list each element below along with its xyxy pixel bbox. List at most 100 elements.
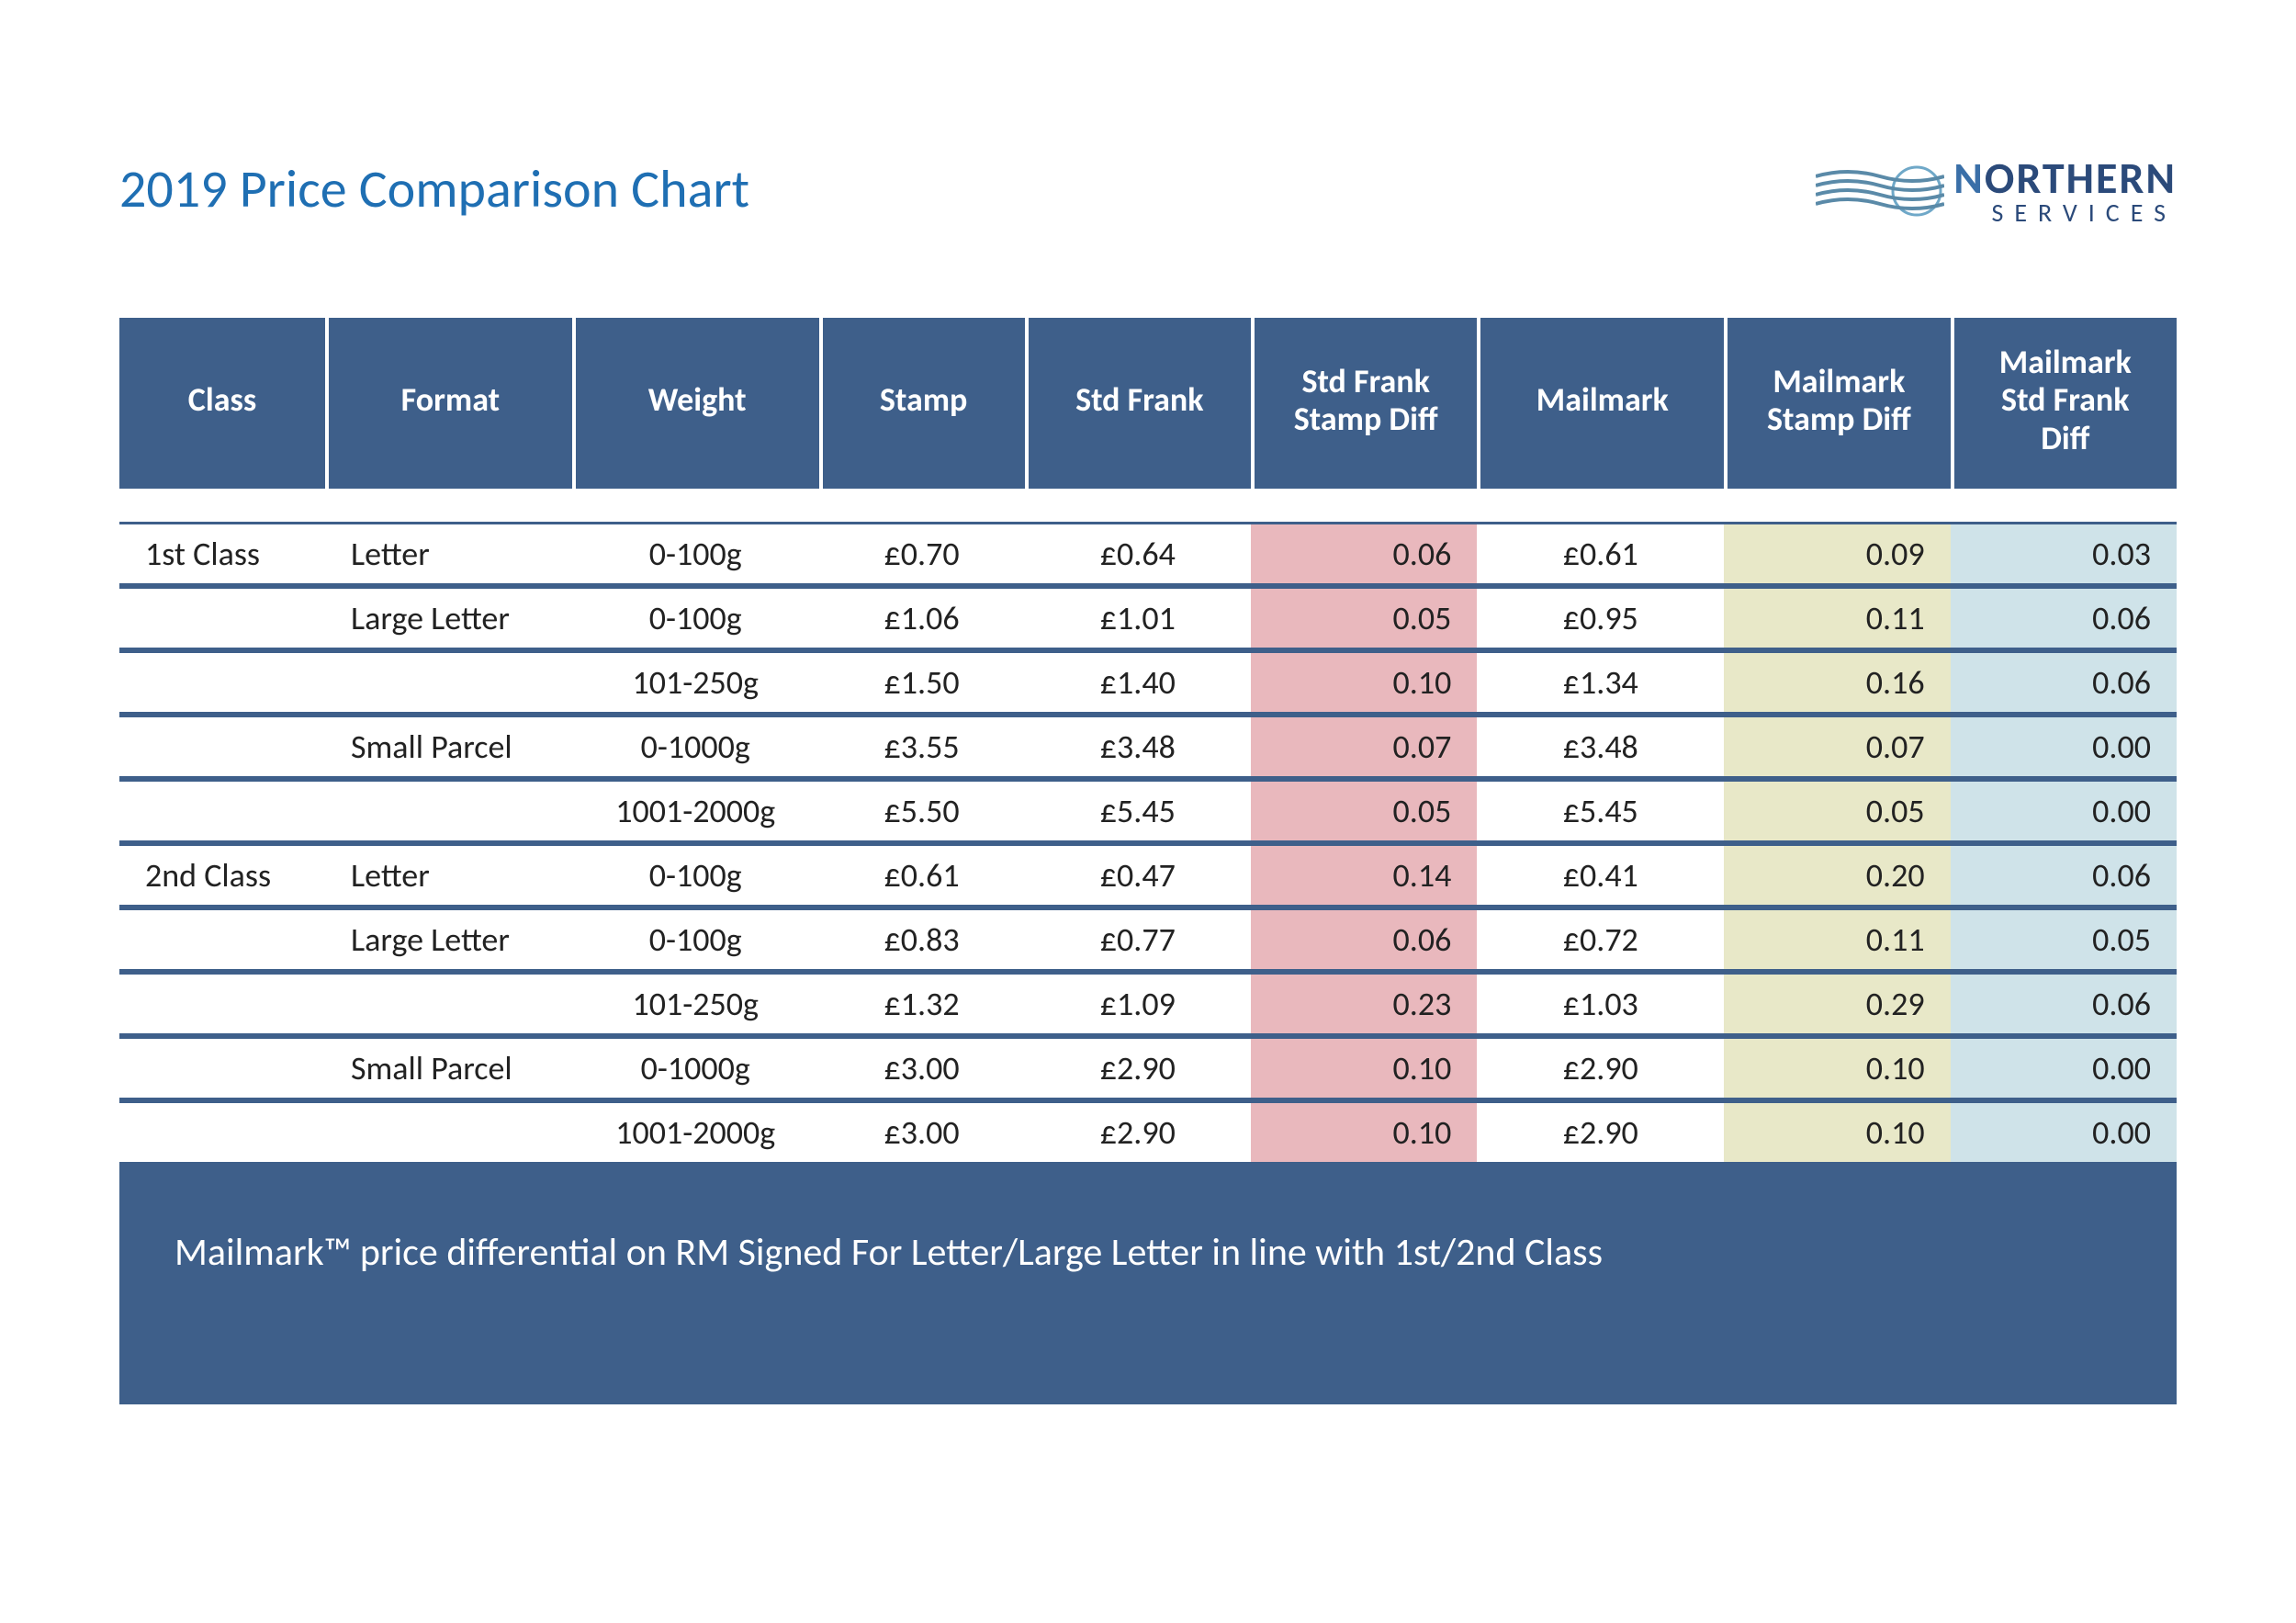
- table-cell: Letter: [325, 843, 572, 907]
- table-cell: £0.47: [1025, 843, 1251, 907]
- table-cell: 0.09: [1724, 522, 1950, 586]
- table-cell: Letter: [325, 522, 572, 586]
- table-cell: 0.06: [1951, 843, 2177, 907]
- table-row: 101-250g£1.32£1.090.23£1.030.290.06: [119, 972, 2177, 1036]
- table-cell: Large Letter: [325, 907, 572, 972]
- table-cell: £2.90: [1025, 1036, 1251, 1100]
- logo-sub: SERVICES: [1953, 200, 2177, 226]
- table-cell: [119, 1036, 325, 1100]
- table-cell: 0.10: [1724, 1100, 1950, 1165]
- table-cell: [119, 1100, 325, 1165]
- table-cell: 1st Class: [119, 522, 325, 586]
- page: 2019 Price Comparison Chart NORTHERN SER…: [0, 0, 2296, 1623]
- table-cell: £1.34: [1477, 650, 1724, 715]
- col-class: Class: [119, 318, 325, 489]
- footer-note: Mailmark™ price differential on RM Signe…: [119, 1165, 2177, 1404]
- table-cell: [119, 715, 325, 779]
- table-cell: [119, 972, 325, 1036]
- table-cell: £3.00: [819, 1036, 1025, 1100]
- table-cell: 0.10: [1251, 1100, 1477, 1165]
- table-cell: [325, 650, 572, 715]
- table-cell: 0.05: [1724, 779, 1950, 843]
- table-row: Small Parcel0-1000g£3.55£3.480.07£3.480.…: [119, 715, 2177, 779]
- company-logo: NORTHERN SERVICES: [1816, 156, 2177, 226]
- table-cell: Small Parcel: [325, 715, 572, 779]
- table-cell: £2.90: [1477, 1100, 1724, 1165]
- table-cell: £1.09: [1025, 972, 1251, 1036]
- table-cell: 0.03: [1951, 522, 2177, 586]
- table-cell: 0.00: [1951, 779, 2177, 843]
- table-cell: 0-100g: [572, 907, 819, 972]
- table-row: Large Letter0-100g£0.83£0.770.06£0.720.1…: [119, 907, 2177, 972]
- table-cell: £2.90: [1477, 1036, 1724, 1100]
- table-cell: 0-100g: [572, 586, 819, 650]
- col-stamp: Stamp: [819, 318, 1025, 489]
- header-row: 2019 Price Comparison Chart NORTHERN SER…: [119, 156, 2177, 226]
- table-cell: £2.90: [1025, 1100, 1251, 1165]
- logo-main: NORTHERN: [1953, 156, 2177, 200]
- table-cell: 0.07: [1724, 715, 1950, 779]
- table-row: 1001-2000g£3.00£2.900.10£2.900.100.00: [119, 1100, 2177, 1165]
- table-cell: £0.70: [819, 522, 1025, 586]
- price-table-wrap: Class Format Weight Stamp Std Frank Std …: [119, 318, 2177, 1404]
- table-cell: £3.55: [819, 715, 1025, 779]
- table-cell: 0.11: [1724, 907, 1950, 972]
- table-cell: £0.61: [819, 843, 1025, 907]
- table-cell: 1001-2000g: [572, 1100, 819, 1165]
- table-body: 1st ClassLetter0-100g£0.70£0.640.06£0.61…: [119, 489, 2177, 1165]
- table-cell: 0-100g: [572, 843, 819, 907]
- table-cell: £5.50: [819, 779, 1025, 843]
- table-cell: £0.77: [1025, 907, 1251, 972]
- table-cell: 0.29: [1724, 972, 1950, 1036]
- table-cell: 0.14: [1251, 843, 1477, 907]
- table-cell: 0.10: [1724, 1036, 1950, 1100]
- wave-icon: [1816, 163, 1944, 219]
- table-cell: [119, 650, 325, 715]
- col-diff1: Std FrankStamp Diff: [1251, 318, 1477, 489]
- table-cell: £1.32: [819, 972, 1025, 1036]
- col-mail: Mailmark: [1477, 318, 1724, 489]
- table-cell: [119, 907, 325, 972]
- table-row: Large Letter0-100g£1.06£1.010.05£0.950.1…: [119, 586, 2177, 650]
- table-cell: £0.83: [819, 907, 1025, 972]
- table-row: 2nd ClassLetter0-100g£0.61£0.470.14£0.41…: [119, 843, 2177, 907]
- table-cell: 0.10: [1251, 1036, 1477, 1100]
- table-cell: [325, 972, 572, 1036]
- col-format: Format: [325, 318, 572, 489]
- table-cell: [119, 586, 325, 650]
- table-cell: £1.03: [1477, 972, 1724, 1036]
- table-cell: £0.61: [1477, 522, 1724, 586]
- table-cell: 0.06: [1951, 650, 2177, 715]
- table-cell: £1.50: [819, 650, 1025, 715]
- price-comparison-table: Class Format Weight Stamp Std Frank Std …: [119, 318, 2177, 1165]
- table-cell: 0.20: [1724, 843, 1950, 907]
- table-cell: 0.00: [1951, 715, 2177, 779]
- table-cell: 0.16: [1724, 650, 1950, 715]
- table-cell: £1.01: [1025, 586, 1251, 650]
- table-cell: 101-250g: [572, 972, 819, 1036]
- table-cell: 0.07: [1251, 715, 1477, 779]
- table-cell: [325, 779, 572, 843]
- table-cell: 0.06: [1251, 522, 1477, 586]
- table-cell: £3.00: [819, 1100, 1025, 1165]
- table-cell: 0.23: [1251, 972, 1477, 1036]
- table-cell: £0.41: [1477, 843, 1724, 907]
- table-cell: £3.48: [1477, 715, 1724, 779]
- table-cell: £0.64: [1025, 522, 1251, 586]
- table-row: 1001-2000g£5.50£5.450.05£5.450.050.00: [119, 779, 2177, 843]
- logo-text: NORTHERN SERVICES: [1953, 156, 2177, 226]
- table-row: Small Parcel0-1000g£3.00£2.900.10£2.900.…: [119, 1036, 2177, 1100]
- table-cell: 1001-2000g: [572, 779, 819, 843]
- table-cell: £1.06: [819, 586, 1025, 650]
- table-cell: Small Parcel: [325, 1036, 572, 1100]
- table-cell: [119, 779, 325, 843]
- table-cell: [325, 1100, 572, 1165]
- col-diff3: MailmarkStd FrankDiff: [1951, 318, 2177, 489]
- table-cell: Large Letter: [325, 586, 572, 650]
- table-cell: 0-1000g: [572, 715, 819, 779]
- table-cell: 0.00: [1951, 1036, 2177, 1100]
- page-title: 2019 Price Comparison Chart: [119, 156, 749, 221]
- col-weight: Weight: [572, 318, 819, 489]
- table-cell: £5.45: [1477, 779, 1724, 843]
- table-cell: £3.48: [1025, 715, 1251, 779]
